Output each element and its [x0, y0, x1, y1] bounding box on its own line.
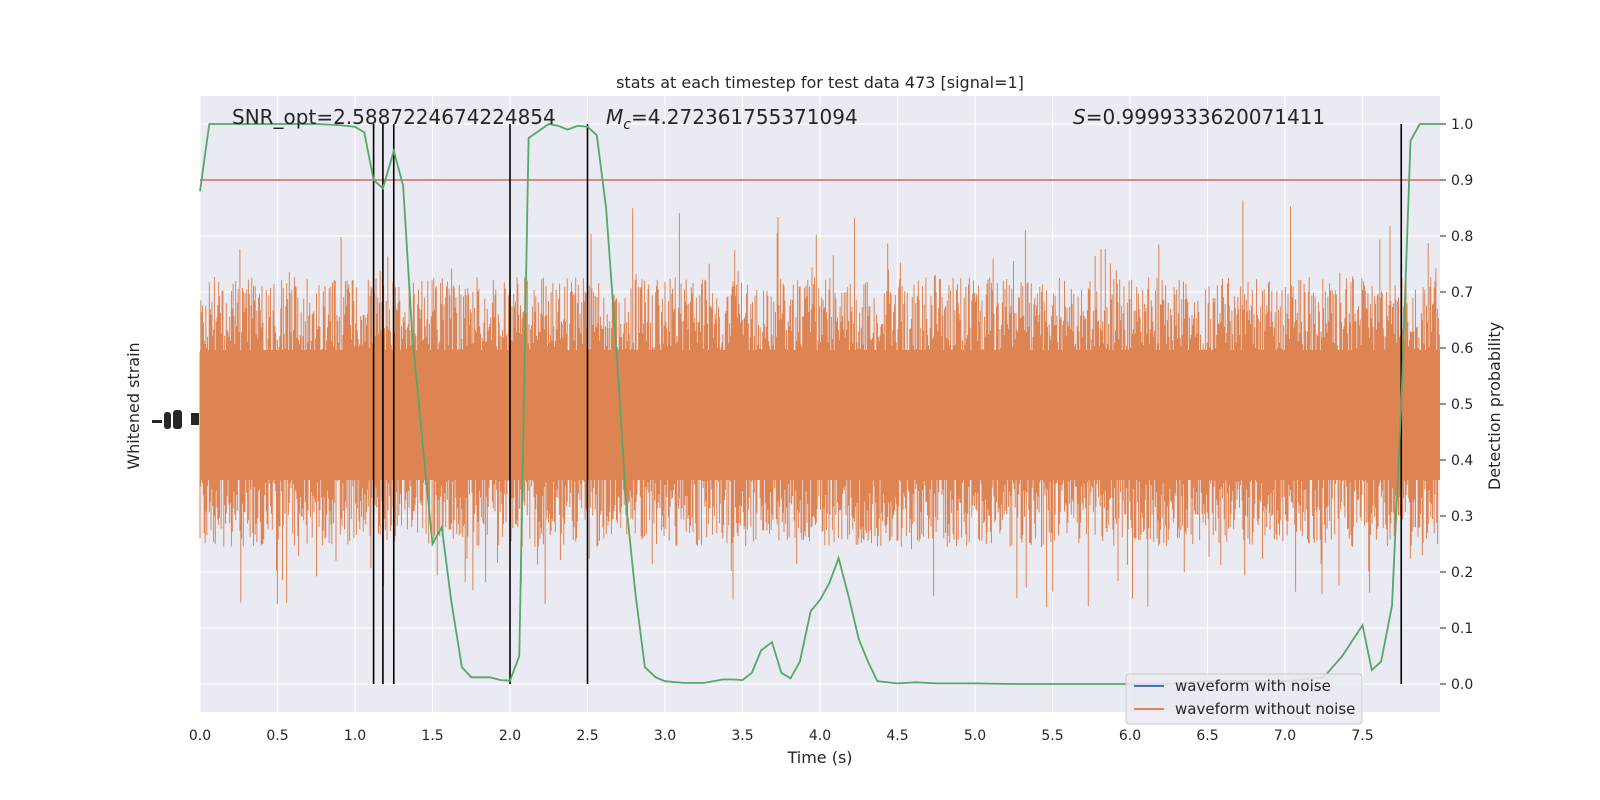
right-y-tick-label: 0.9	[1451, 173, 1473, 189]
x-tick-label: 3.5	[731, 728, 753, 744]
right-y-axis-label: Detection probability	[1485, 322, 1504, 490]
x-axis-ticks: 0.0 0.5 1.0 1.5 2.0 2.5 3.0 3.5 4.0 4.5 5.0 5.5 6.0 6…	[189, 728, 1374, 744]
x-tick-label: 7.5	[1351, 728, 1373, 744]
right-y-tick-label: 0.5	[1451, 397, 1473, 413]
x-tick-label: 2.0	[499, 728, 521, 744]
x-tick-label: 6.5	[1196, 728, 1218, 744]
chirp-mass-annotation: Mc=4.272361755371094	[606, 105, 858, 133]
strain-waveform-without-noise	[199, 200, 1440, 607]
right-y-tick-label: 0.2	[1451, 565, 1473, 581]
right-y-tick-label: 0.8	[1451, 229, 1473, 245]
chart-title: stats at each timestep for test data 473…	[616, 73, 1024, 92]
x-tick-label: 4.0	[809, 728, 831, 744]
snr-annotation: SNR_opt=2.5887224674224854	[232, 105, 556, 129]
x-tick-label: 6.0	[1119, 728, 1141, 744]
x-tick-label: 0.0	[189, 728, 211, 744]
x-tick-label: 1.0	[344, 728, 366, 744]
right-y-tick-label: 0.6	[1451, 341, 1473, 357]
legend-box	[1125, 673, 1363, 725]
legend-label-with-noise: waveform with noise	[1175, 677, 1331, 695]
legend: waveform with noise waveform without noi…	[1125, 673, 1363, 725]
left-y-axis-label: Whitened strain	[124, 342, 143, 469]
x-tick-label: 7.0	[1274, 728, 1296, 744]
right-y-tick-label: 1.0	[1451, 117, 1473, 133]
x-tick-label: 1.5	[421, 728, 443, 744]
right-y-tick-label: 0.4	[1451, 453, 1473, 469]
legend-label-without-noise: waveform without noise	[1175, 700, 1355, 718]
right-y-tick-label: 0.1	[1451, 621, 1473, 637]
strain-waveform-core	[200, 350, 1440, 480]
right-y-tick-label: 0.0	[1451, 677, 1473, 693]
right-y-tick-label: 0.3	[1451, 509, 1473, 525]
x-tick-label: 5.0	[964, 728, 986, 744]
right-y-axis-ticks: 0.0 0.1 0.2 0.3 0.4 0.5 0.6 0.7 0.8 0.9 1.0	[1440, 117, 1473, 693]
right-y-tick-label: 0.7	[1451, 285, 1473, 301]
x-tick-label: 0.5	[266, 728, 288, 744]
x-tick-label: 3.0	[654, 728, 676, 744]
vertical-markers	[372, 124, 1403, 684]
score-annotation: S=0.9999333620071411	[1073, 105, 1325, 129]
x-tick-label: 5.5	[1041, 728, 1063, 744]
left-axis-clutter	[152, 410, 199, 429]
x-tick-label: 4.5	[886, 728, 908, 744]
x-axis-label: Time (s)	[786, 748, 852, 767]
x-tick-label: 2.5	[576, 728, 598, 744]
